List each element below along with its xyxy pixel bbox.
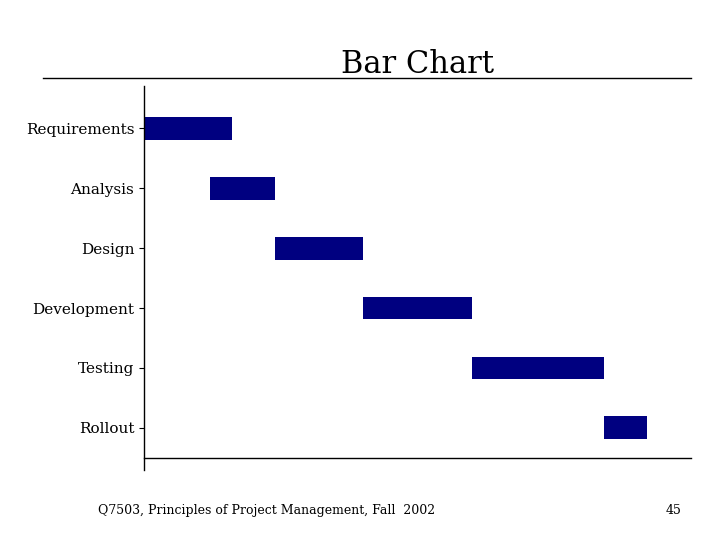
Bar [603, 416, 647, 439]
Text: 45: 45 [665, 504, 681, 517]
Bar [144, 117, 232, 140]
Title: Bar Chart: Bar Chart [341, 49, 494, 79]
Bar [363, 296, 472, 320]
Bar [210, 177, 275, 200]
Text: Q7503, Principles of Project Management, Fall  2002: Q7503, Principles of Project Management,… [98, 504, 435, 517]
Bar [275, 237, 363, 260]
Bar [472, 356, 603, 379]
